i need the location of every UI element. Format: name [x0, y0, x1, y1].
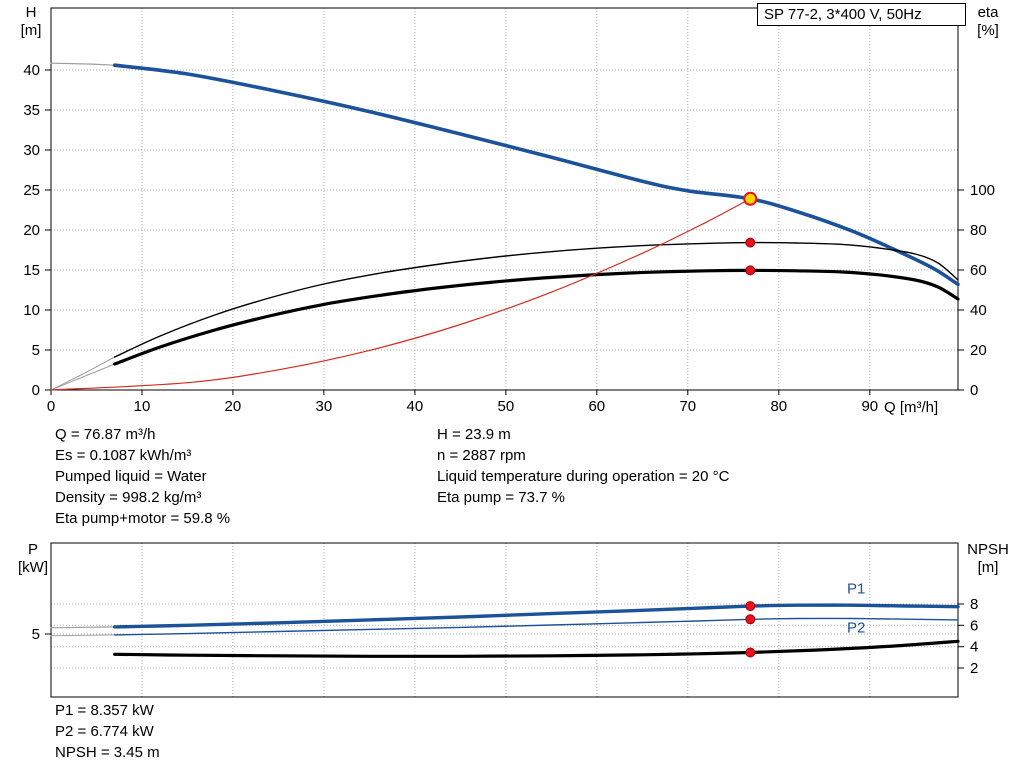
x-tick-label: 70	[679, 398, 696, 415]
axis-symbol: NPSH	[967, 541, 1009, 558]
series-head	[112, 63, 960, 287]
x-tick-label: 10	[134, 398, 151, 415]
duty-point-marker[interactable]	[743, 191, 758, 206]
info-line-p2: P2 = 6.774 kW	[55, 723, 154, 740]
info-line-q: Q = 76.87 m³/h	[55, 426, 156, 443]
y-right-tick-label: 40	[970, 302, 987, 319]
series-label-p2: P2	[847, 619, 865, 636]
series-qh-operating-line	[50, 198, 751, 391]
series-eta-pump-motor-lead	[50, 363, 116, 391]
axis-unit: [kW]	[18, 559, 48, 576]
axis-symbol: eta	[977, 4, 999, 21]
right-axis-title-bottom: NPSH [m]	[958, 541, 1018, 577]
axis-unit: [m]	[977, 559, 999, 576]
x-tick-label: 0	[47, 398, 55, 415]
info-line-p1: P1 = 8.357 kW	[55, 702, 154, 719]
y-left-tick-label: 35	[23, 102, 40, 119]
axis-unit: [%]	[977, 22, 999, 39]
info-line-eta-pump: Eta pump = 73.7 %	[437, 489, 565, 506]
operating-data-left-column: Q = 76.87 m³/h Es = 0.1087 kWh/m³ Pumped…	[55, 424, 230, 529]
y-right-tick-label: 0	[970, 382, 978, 399]
right-axis-title-top: eta [%]	[964, 4, 1012, 40]
operating-point-marker	[745, 265, 756, 276]
x-tick-label: 30	[316, 398, 333, 415]
y-right-tick-label: 60	[970, 262, 987, 279]
series-p2-lead	[50, 634, 116, 637]
y-left-tick-label: 25	[23, 182, 40, 199]
x-tick-label: 50	[498, 398, 515, 415]
pump-title-box: SP 77-2, 3*400 V, 50Hz	[757, 3, 966, 26]
y-right-tick-label: 2	[970, 660, 978, 677]
plot-border	[50, 542, 959, 698]
y-left-tick-label: 30	[23, 142, 40, 159]
y-left-tick-label: 5	[32, 626, 40, 643]
axis-symbol: H	[25, 4, 37, 21]
series-p2	[114, 617, 959, 636]
axis-symbol: P	[27, 541, 38, 558]
series-head-lead	[50, 62, 116, 66]
x-tick-label: 20	[225, 398, 242, 415]
plot-border	[50, 7, 959, 391]
y-left-tick-label: 10	[23, 302, 40, 319]
info-line-h: H = 23.9 m	[437, 426, 511, 443]
series-eta-pump-motor	[113, 268, 960, 366]
x-axis-title: Q [m³/h]	[884, 399, 939, 416]
y-left-tick-label: 5	[32, 342, 40, 359]
qh-eta-chart: 0 10 20 30 40 50 60 70 80 90 0 5 10 15 20 25 30 35 40 0 20 40…	[23, 7, 995, 415]
series-eta-pump-lead	[50, 356, 116, 391]
y-right-tick-label: 80	[970, 222, 987, 239]
operating-point-marker	[745, 237, 756, 248]
series-p1-lead	[50, 626, 116, 629]
left-axis-title-top: H [m]	[13, 4, 49, 40]
info-line-temp: Liquid temperature during operation = 20…	[437, 468, 730, 485]
y-right-tick-label: 6	[970, 617, 978, 634]
series-eta-pump	[114, 241, 959, 358]
x-tick-label: 40	[407, 398, 424, 415]
info-line-eta-pump-motor: Eta pump+motor = 59.8 %	[55, 510, 231, 527]
x-tick-label: 80	[770, 398, 787, 415]
info-line-npsh: NPSH = 3.45 m	[55, 744, 160, 761]
operating-data-right-column: H = 23.9 m n = 2887 rpm Liquid temperatu…	[437, 424, 729, 508]
operating-point-marker	[745, 601, 756, 612]
left-axis-title-bottom: P [kW]	[13, 541, 53, 577]
info-line-es: Es = 0.1087 kWh/m³	[55, 447, 192, 464]
y-right-tick-label: 8	[970, 596, 978, 613]
info-line-liquid: Pumped liquid = Water	[55, 468, 207, 485]
power-npsh-chart: 5 2 4 6 8 P1 P2	[32, 542, 978, 698]
info-line-n: n = 2887 rpm	[437, 447, 526, 464]
y-left-tick-label: 40	[23, 62, 40, 79]
series-label-p1: P1	[847, 580, 865, 597]
operating-point-marker	[745, 614, 756, 625]
power-data-column: P1 = 8.357 kW P2 = 6.774 kW NPSH = 3.45 …	[55, 700, 160, 763]
y-left-tick-label: 20	[23, 222, 40, 239]
y-left-tick-label: 15	[23, 262, 40, 279]
y-right-tick-label: 20	[970, 342, 987, 359]
y-right-tick-label: 100	[970, 182, 995, 199]
series-p1	[113, 603, 960, 629]
operating-point-marker	[745, 647, 756, 658]
x-tick-label: 60	[588, 398, 605, 415]
x-tick-label: 90	[861, 398, 878, 415]
axis-unit: [m]	[20, 22, 42, 39]
info-line-density: Density = 998.2 kg/m³	[55, 489, 202, 506]
series-npsh	[113, 639, 960, 658]
y-left-tick-label: 0	[32, 382, 40, 399]
y-right-tick-label: 4	[970, 639, 978, 656]
